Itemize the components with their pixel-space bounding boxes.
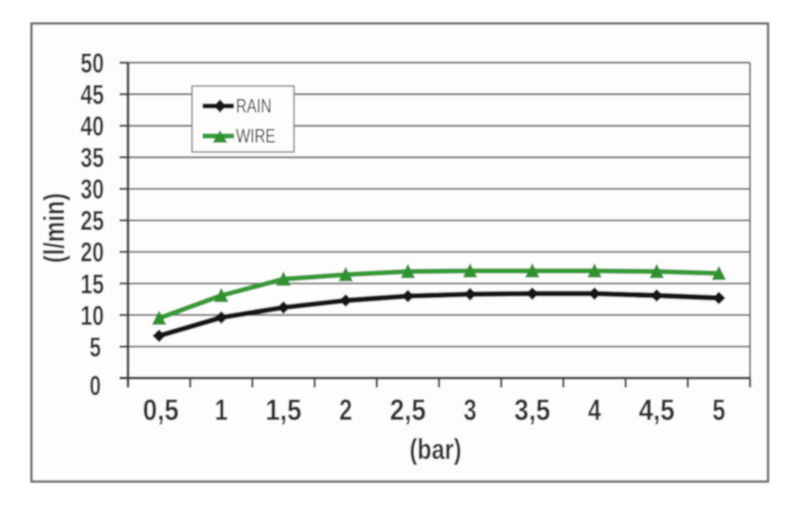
svg-text:5: 5 bbox=[712, 394, 725, 427]
svg-text:0: 0 bbox=[90, 370, 102, 401]
svg-text:1,5: 1,5 bbox=[266, 394, 302, 427]
svg-text:4,5: 4,5 bbox=[639, 394, 675, 427]
svg-text:40: 40 bbox=[81, 111, 105, 142]
svg-text:2: 2 bbox=[339, 394, 352, 427]
svg-text:WIRE: WIRE bbox=[236, 127, 276, 148]
svg-text:(l/min): (l/min) bbox=[39, 193, 71, 263]
svg-text:3: 3 bbox=[464, 394, 477, 427]
svg-text:10: 10 bbox=[81, 300, 105, 331]
svg-text:25: 25 bbox=[81, 205, 105, 236]
svg-text:1: 1 bbox=[215, 394, 228, 427]
svg-text:4: 4 bbox=[588, 394, 601, 427]
svg-text:15: 15 bbox=[81, 268, 105, 299]
svg-text:45: 45 bbox=[81, 79, 105, 110]
svg-text:20: 20 bbox=[81, 237, 105, 268]
svg-text:2,5: 2,5 bbox=[390, 394, 426, 427]
svg-text:(bar): (bar) bbox=[410, 434, 462, 466]
svg-text:0,5: 0,5 bbox=[143, 394, 179, 427]
svg-text:30: 30 bbox=[81, 174, 105, 205]
svg-text:RAIN: RAIN bbox=[236, 97, 272, 118]
svg-text:35: 35 bbox=[81, 142, 105, 173]
svg-text:50: 50 bbox=[81, 48, 105, 79]
svg-text:3,5: 3,5 bbox=[514, 394, 550, 427]
svg-text:5: 5 bbox=[90, 331, 102, 362]
